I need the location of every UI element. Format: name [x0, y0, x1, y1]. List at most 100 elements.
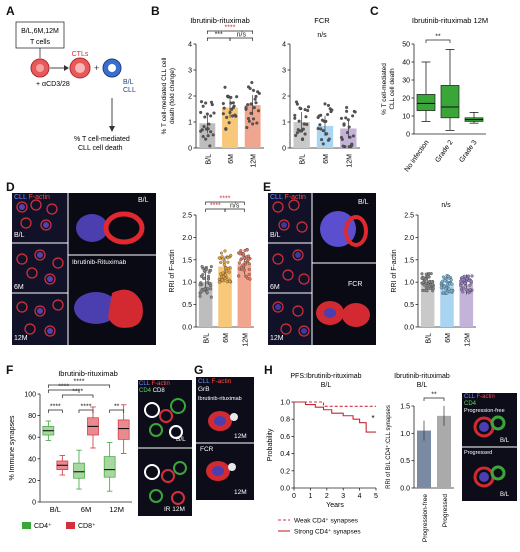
micro-e-bl-3d: B/L	[358, 199, 369, 206]
panel-a-schematic: B/L,6M,12M T cells + αCD3/28 CTLs + B/L …	[15, 21, 136, 152]
panel-letter-h: H	[264, 363, 273, 377]
y-tick-label: 1.0	[400, 431, 410, 438]
micro-h-cells	[462, 393, 517, 501]
data-point	[318, 123, 322, 127]
data-point	[205, 290, 209, 294]
y-tick-label: 1.0	[182, 280, 192, 287]
y-tick-label: 80	[28, 413, 36, 420]
y-tick-label: 4	[282, 42, 286, 49]
data-point	[461, 290, 465, 294]
micro-h-prog-bl: B/L	[500, 492, 510, 498]
significance-label: ***	[215, 32, 223, 39]
chart-title: Ibrutinib-rituximab 12M	[412, 16, 488, 25]
data-point	[200, 128, 204, 132]
data-point	[320, 118, 324, 122]
x-tick-label: 4	[358, 493, 362, 500]
data-point	[208, 144, 212, 148]
significance-bracket	[229, 37, 254, 41]
data-point	[199, 100, 204, 104]
data-point	[431, 282, 435, 286]
data-point	[297, 119, 301, 123]
data-point	[237, 267, 241, 271]
data-point	[201, 104, 205, 108]
data-point	[317, 114, 321, 118]
significance-label: ****	[50, 404, 61, 411]
micro-f-block: CLL F-actin CD4 CD8 B/L IR 12M	[138, 380, 192, 516]
data-point	[239, 258, 243, 262]
survival-line-strong	[294, 401, 376, 433]
y-tick-label: 1.5	[404, 257, 414, 264]
significance-bracket	[205, 201, 245, 205]
y-tick-label: 0.4	[280, 451, 290, 458]
data-point	[241, 263, 245, 267]
data-point	[228, 110, 232, 114]
data-point	[304, 115, 308, 119]
data-point	[224, 266, 228, 270]
data-point	[222, 106, 226, 110]
micro-g-cll: CLL	[198, 378, 210, 385]
panel-letter-b: B	[151, 4, 160, 18]
data-point	[321, 129, 325, 133]
data-point	[242, 268, 246, 272]
schematic-bl: B/L	[123, 79, 134, 86]
y-tick-label: 50	[402, 42, 410, 49]
data-point	[439, 286, 443, 290]
data-point	[323, 102, 327, 106]
significance-label: ****	[220, 196, 231, 203]
micro-g-12m-a: 12M	[234, 433, 247, 440]
y-tick-label: 1.0	[280, 400, 290, 407]
data-point	[201, 134, 205, 139]
micro-d-bl-3d: B/L	[138, 197, 149, 204]
data-point	[256, 90, 260, 94]
box	[73, 462, 85, 479]
data-point	[295, 131, 299, 135]
micro-f-cells	[138, 380, 192, 516]
micro-d-ibrutinib: Ibrutinib-Rituximab	[72, 259, 127, 266]
data-point	[461, 278, 465, 282]
x-tick-label: B/L	[426, 333, 433, 344]
schematic-cll: CLL	[123, 87, 136, 94]
y-tick-label: 100	[24, 392, 36, 399]
data-point	[217, 256, 221, 260]
data-point	[224, 127, 228, 131]
y-tick-label: 30	[402, 78, 410, 85]
micro-d-6m: 6M	[14, 284, 24, 291]
data-point	[306, 105, 311, 109]
data-point	[221, 102, 225, 106]
data-point	[244, 106, 248, 110]
x-tick-label: B/L	[50, 505, 61, 514]
data-point	[345, 109, 349, 113]
micro-h-block: CLL F-actin CD4 Progression-free B/L Pro…	[462, 393, 517, 501]
data-point	[245, 125, 249, 130]
data-point	[226, 260, 230, 264]
data-point	[459, 287, 463, 292]
y-axis-title: CLL cell death	[389, 68, 396, 110]
schematic-result-2: CLL cell death	[78, 145, 123, 152]
y-tick-label: 0.5	[182, 302, 192, 309]
data-point	[217, 280, 221, 284]
data-point	[339, 116, 344, 120]
chart-subtitle: B/L	[417, 382, 428, 389]
micro-f-cd4: CD4	[139, 388, 152, 394]
micro-f-cll: CLL	[139, 381, 150, 387]
data-point	[252, 106, 256, 110]
data-point	[424, 272, 428, 276]
x-tick-label: Progression-free	[422, 494, 429, 542]
data-point	[468, 288, 472, 292]
y-tick-label: 2	[188, 94, 192, 101]
micro-g-cells	[196, 377, 254, 500]
y-axis-title: % T cell-mediated	[381, 63, 388, 115]
data-point	[245, 248, 249, 252]
chart-h-rri: Ibrutinib-rituximab B/L 0.0 0.5 1.0 1.5 RRI of…	[385, 373, 454, 542]
panel-letter-e: E	[263, 180, 272, 194]
significance-bracket	[425, 39, 451, 43]
data-point	[198, 283, 202, 287]
data-point	[206, 287, 210, 291]
y-tick-label: 3	[282, 68, 286, 75]
data-point	[326, 112, 330, 117]
data-point	[246, 117, 251, 121]
significance-bracket	[78, 409, 94, 413]
data-point	[231, 101, 235, 105]
y-tick-label: 40	[28, 456, 36, 463]
y-tick-label: 0.8	[280, 417, 290, 424]
